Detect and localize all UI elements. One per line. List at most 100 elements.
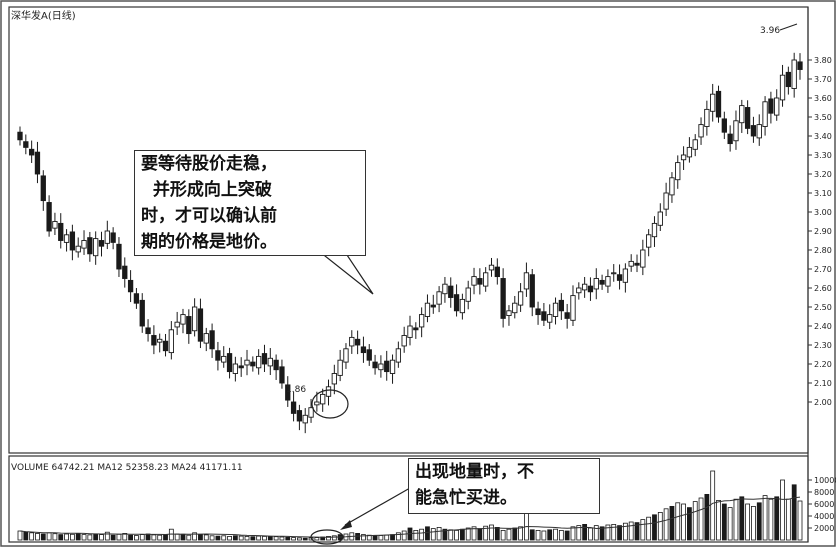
volume-tick-label: 2000 xyxy=(814,524,834,533)
candle xyxy=(162,333,169,357)
volume-bar xyxy=(378,535,384,541)
volume-bar xyxy=(267,536,273,541)
volume-bar xyxy=(622,522,628,541)
volume-bar xyxy=(215,535,221,541)
volume-bar xyxy=(471,526,477,541)
candle xyxy=(552,297,559,325)
candle xyxy=(87,231,93,262)
candle xyxy=(570,285,576,326)
volume-y-axis: 10000 8000 6000 4000 2000 xyxy=(808,476,836,533)
low-price-label: 1.86 xyxy=(286,385,306,395)
volume-bar xyxy=(483,525,489,541)
volume-bar xyxy=(634,522,640,541)
candle xyxy=(40,170,46,211)
volume-bar xyxy=(232,535,238,541)
candle xyxy=(296,404,303,431)
candle xyxy=(762,96,768,136)
candle xyxy=(174,311,180,335)
candle xyxy=(750,116,757,143)
volume-bar xyxy=(180,533,186,541)
volume-bar xyxy=(529,529,535,541)
candle xyxy=(209,323,215,358)
volume-bar xyxy=(93,533,99,541)
volume-bar xyxy=(518,526,523,541)
candle xyxy=(418,307,425,338)
candle xyxy=(611,264,617,282)
candle xyxy=(46,195,52,237)
candle xyxy=(250,356,256,372)
candle xyxy=(523,262,530,297)
candle xyxy=(290,391,297,422)
candle xyxy=(180,308,186,334)
volume-bar xyxy=(774,496,780,541)
bottom-annotation: 出现地量时，不 能急忙买进。 xyxy=(408,458,600,514)
candle xyxy=(157,333,163,353)
price-tick-label: 3.70 xyxy=(814,75,832,84)
volume-tick-label: 10000 xyxy=(814,476,836,485)
candle xyxy=(494,258,500,285)
candle xyxy=(52,212,58,235)
volume-bar xyxy=(40,533,46,541)
volume-bar xyxy=(46,532,52,541)
candle xyxy=(622,263,629,293)
volume-bar xyxy=(198,534,203,541)
volume-bar xyxy=(372,535,378,541)
candle xyxy=(715,85,722,123)
volume-bar xyxy=(64,533,69,541)
price-tick-label: 3.50 xyxy=(814,113,832,122)
volume-bar xyxy=(104,531,110,541)
volume-bar xyxy=(157,534,163,541)
candle xyxy=(81,230,87,255)
volume-bar xyxy=(454,530,459,541)
volume-bar xyxy=(733,498,739,541)
candle xyxy=(768,91,774,124)
candle xyxy=(500,268,506,328)
candle xyxy=(261,344,268,372)
volume-bar xyxy=(727,507,733,541)
candle xyxy=(675,155,681,189)
volume-bar xyxy=(139,534,145,541)
candle xyxy=(232,356,239,382)
candle xyxy=(273,354,279,380)
candle xyxy=(168,321,174,360)
volume-bar xyxy=(745,503,751,541)
price-tick-label: 2.30 xyxy=(814,341,832,350)
volume-bar xyxy=(297,537,302,541)
candle xyxy=(779,64,786,107)
volume-bar xyxy=(279,536,285,541)
volume-bar xyxy=(564,530,570,541)
candle xyxy=(581,276,588,298)
candle xyxy=(256,349,262,375)
candle xyxy=(517,283,524,312)
volume-bar xyxy=(582,524,588,541)
candle xyxy=(442,276,448,303)
volume-bar xyxy=(87,534,93,541)
volume-bar xyxy=(326,536,331,541)
candle xyxy=(378,355,384,378)
candle xyxy=(628,254,634,272)
top-note-line-1: 要等待股价走稳， xyxy=(141,154,277,174)
bottom-note-arrow xyxy=(344,487,411,526)
volume-bar xyxy=(687,507,692,541)
candle xyxy=(349,330,355,354)
candle xyxy=(483,267,489,292)
candle xyxy=(704,100,710,136)
volume-bar xyxy=(617,525,622,541)
candle xyxy=(541,303,547,326)
volume-bar xyxy=(413,530,419,541)
volume-bar xyxy=(721,503,727,541)
volume-bar xyxy=(710,470,716,541)
volume-bar xyxy=(134,535,139,541)
volume-bar xyxy=(500,530,506,541)
price-tick-label: 2.70 xyxy=(814,265,832,274)
candle xyxy=(34,141,41,184)
candle xyxy=(564,303,570,329)
volume-bar xyxy=(384,534,390,541)
candle xyxy=(58,213,64,249)
volume-bar xyxy=(238,535,244,541)
candle xyxy=(221,346,227,368)
candle xyxy=(640,239,646,276)
volume-bar xyxy=(52,533,58,541)
volume-bar xyxy=(692,501,698,541)
volume-bar xyxy=(459,528,465,541)
